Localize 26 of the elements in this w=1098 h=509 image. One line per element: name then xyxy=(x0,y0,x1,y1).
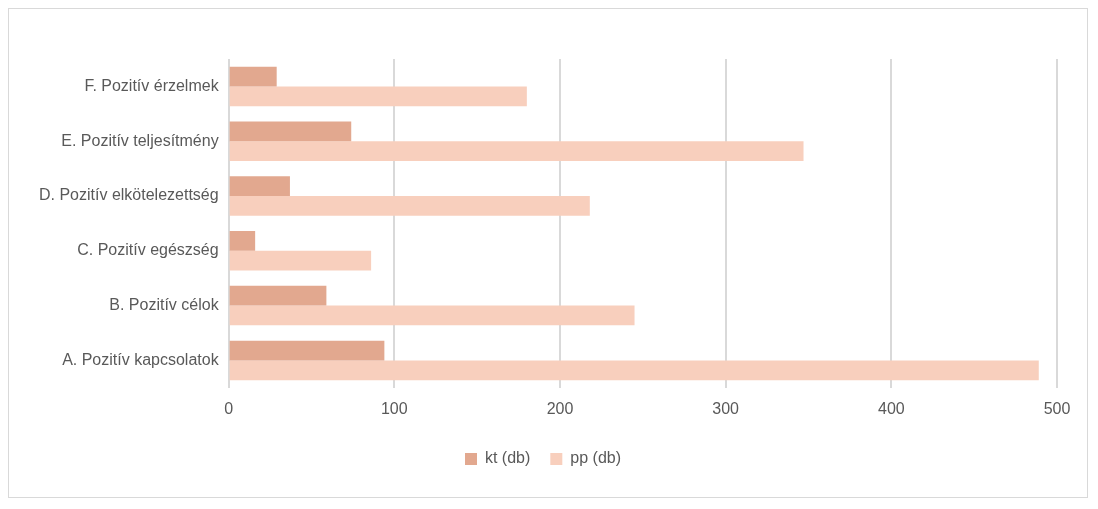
bar xyxy=(229,340,385,361)
bar xyxy=(229,250,372,271)
x-tick-label: 100 xyxy=(380,399,408,417)
y-tick-label: E. Pozitív teljesítmény xyxy=(61,131,219,149)
bar xyxy=(229,196,590,216)
bar xyxy=(229,231,256,251)
bar xyxy=(229,285,327,306)
y-tick-label: C. Pozitív egészség xyxy=(77,241,219,259)
y-tick-label: A. Pozitív kapcsolatok xyxy=(62,350,220,368)
y-tick-label: B. Pozitív célok xyxy=(109,296,220,314)
bar xyxy=(229,121,352,142)
bar xyxy=(229,360,1039,381)
bar xyxy=(229,176,290,196)
legend-label: pp (db) xyxy=(570,449,622,467)
bar xyxy=(229,86,527,107)
legend-label: kt (db) xyxy=(484,449,531,467)
x-tick-label: 500 xyxy=(1043,399,1071,417)
y-tick-label: D. Pozitív elkötelezettség xyxy=(39,186,219,204)
x-tick-label: 400 xyxy=(877,399,905,417)
y-tick-label: F. Pozitív érzelmek xyxy=(84,76,220,94)
x-tick-label: 300 xyxy=(712,399,740,417)
bar xyxy=(229,141,804,161)
bar xyxy=(229,305,635,326)
bar xyxy=(229,66,277,87)
x-tick-label: 0 xyxy=(224,399,234,417)
x-tick-label: 200 xyxy=(546,399,574,417)
